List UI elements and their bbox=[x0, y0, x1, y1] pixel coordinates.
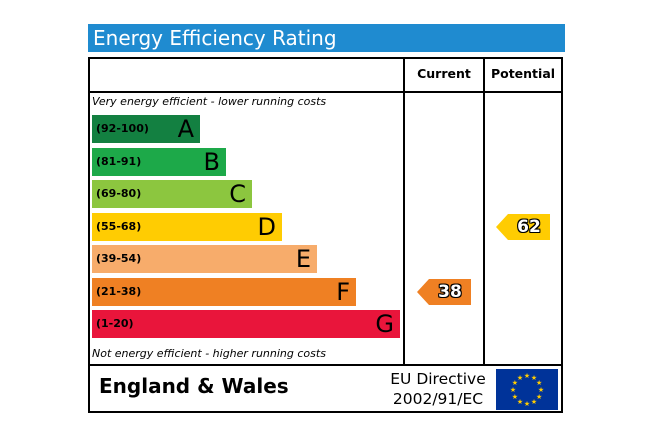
band-c: (69-80) C bbox=[92, 180, 252, 208]
footer-divider bbox=[88, 364, 563, 366]
band-range: (21-38) bbox=[96, 284, 142, 298]
bottom-note: Not energy efficient - higher running co… bbox=[92, 347, 326, 360]
eu-star-icon: ★ bbox=[517, 398, 523, 406]
eu-star-icon: ★ bbox=[517, 374, 523, 382]
eu-star-icon: ★ bbox=[510, 386, 516, 394]
region-label: England & Wales bbox=[99, 374, 289, 398]
current-column-header: Current bbox=[417, 66, 471, 81]
column-divider-potential bbox=[483, 57, 485, 365]
eu-star-icon: ★ bbox=[512, 379, 518, 387]
eu-star-icon: ★ bbox=[536, 393, 542, 401]
band-a: (92-100) A bbox=[92, 115, 200, 143]
band-letter: B bbox=[203, 147, 220, 176]
eu-star-icon: ★ bbox=[531, 374, 537, 382]
potential-column-header: Potential bbox=[490, 66, 556, 81]
band-range: (39-54) bbox=[96, 252, 142, 265]
eu-star-icon: ★ bbox=[536, 379, 542, 387]
eu-star-icon: ★ bbox=[538, 386, 544, 394]
current-rating-arrow: 38 bbox=[417, 278, 471, 305]
band-letter: D bbox=[257, 212, 276, 241]
band-range: (92-100) bbox=[96, 122, 149, 135]
directive-line-1: EU Directive bbox=[390, 370, 486, 388]
eu-stars: ★ ★★★★★★★★★★★ bbox=[510, 372, 544, 408]
current-rating-value: 38 bbox=[438, 281, 462, 302]
band-letter: G bbox=[375, 310, 394, 338]
band-letter: A bbox=[177, 115, 194, 143]
title-bar bbox=[88, 24, 565, 52]
top-note: Very energy efficient - lower running co… bbox=[92, 95, 327, 108]
band-range: (55-68) bbox=[96, 219, 142, 233]
band-e: (39-54) E bbox=[92, 245, 317, 273]
potential-rating-arrow: 62 bbox=[496, 213, 550, 240]
band-letter: F bbox=[336, 277, 350, 306]
eu-star-icon: ★ bbox=[531, 398, 537, 406]
band-letter: E bbox=[295, 245, 311, 273]
header-divider bbox=[88, 91, 563, 93]
band-letter: C bbox=[229, 180, 246, 208]
chart-title: Energy Efficiency Rating bbox=[93, 26, 337, 50]
column-divider-current bbox=[403, 57, 405, 365]
band-range: (81-91) bbox=[96, 154, 142, 168]
potential-arrow-shape bbox=[496, 213, 550, 240]
directive-line-2: 2002/91/EC bbox=[392, 390, 484, 408]
band-range: (1-20) bbox=[96, 317, 134, 330]
band-range: (69-80) bbox=[96, 187, 142, 200]
eu-flag-icon: ★ ★ ★ ★ ★ ★ ★ ★ ★ ★ ★ ★ bbox=[496, 369, 558, 410]
band-g: (1-20) G bbox=[92, 310, 400, 338]
band-b: (81-91) B bbox=[92, 147, 226, 176]
eu-star-icon: ★ bbox=[524, 400, 530, 408]
eu-star-icon: ★ bbox=[524, 372, 530, 380]
band-f: (21-38) F bbox=[92, 277, 356, 306]
band-d: (55-68) D bbox=[92, 212, 282, 241]
current-arrow-shape bbox=[417, 278, 471, 305]
eu-star-icon: ★ bbox=[512, 393, 518, 401]
rating-frame bbox=[88, 57, 563, 413]
potential-rating-value: 62 bbox=[517, 216, 541, 237]
